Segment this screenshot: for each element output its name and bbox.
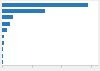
Bar (2, 41, 4, 45)
Bar (2, 22, 10, 26)
Bar (2, 47, 3, 51)
Bar (2, 28, 7, 32)
Bar (2, 35, 4, 38)
Bar (2, 15, 13, 19)
Bar (2, 3, 88, 7)
Bar (2, 54, 3, 58)
Bar (2, 60, 3, 64)
Bar (2, 9, 45, 13)
